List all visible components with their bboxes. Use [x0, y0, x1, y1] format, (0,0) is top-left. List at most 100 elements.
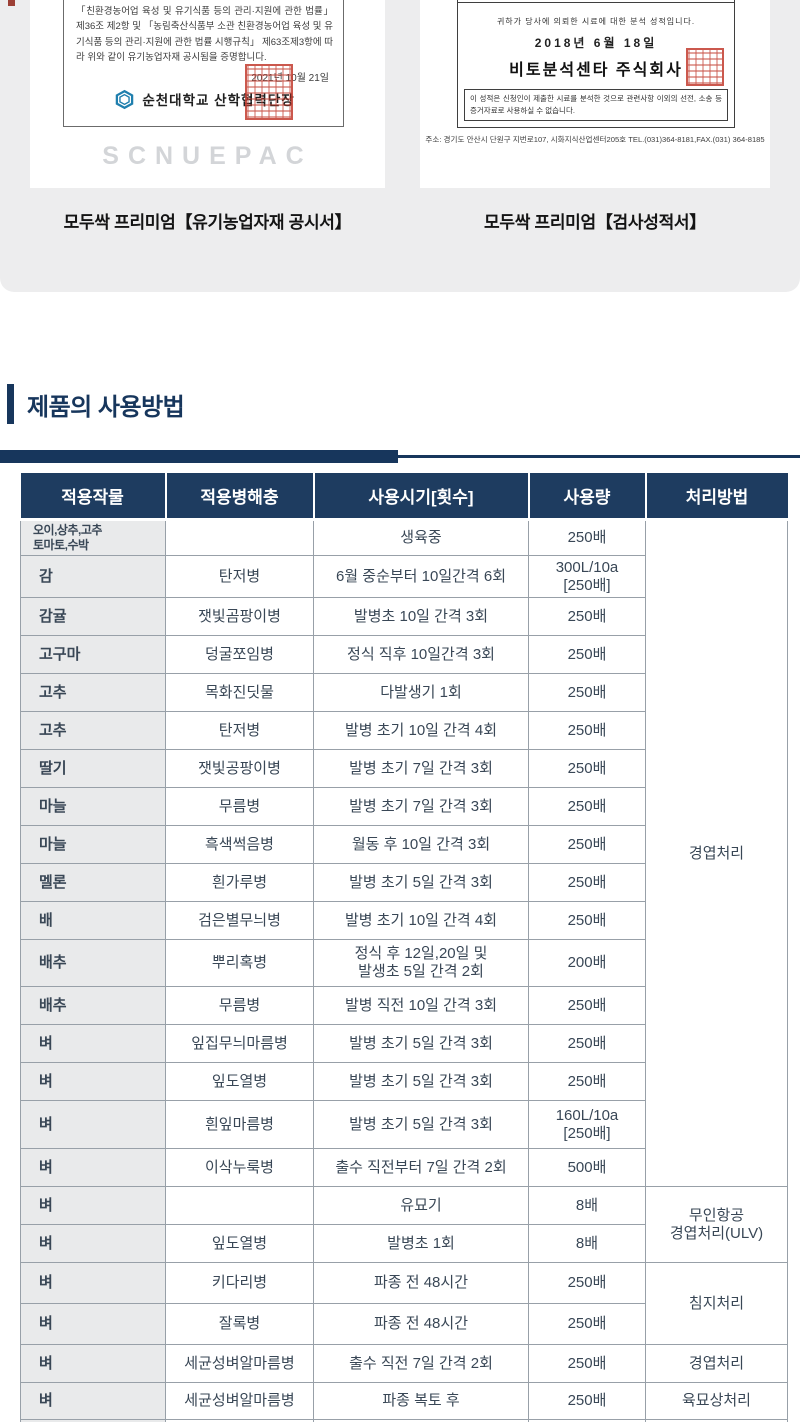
cell-amount: 250배 [528, 597, 646, 636]
header-amount: 사용량 [528, 473, 647, 521]
certificate-date: 2021년 10월 21일 [251, 72, 329, 84]
table-row: 벼 키다리병 파종 전 48시간 250배 침지처리 [20, 1262, 788, 1345]
cell-amount: 250배 [528, 863, 646, 902]
cell-crop: 감귤 [20, 597, 166, 636]
watermark-text: SCNUEPAC [102, 142, 313, 170]
cell-timing: 발병 초기 5일 간격 3회 [313, 863, 529, 902]
cell-pest: 이삭누룩병 [165, 1148, 314, 1187]
table-row: 고추 탄저병 발병 초기 10일 간격 4회 250배 [20, 711, 788, 750]
report-intro-text: 귀하가 당사에 의뢰한 시료에 대한 분석 성적입니다. [496, 17, 696, 26]
table-row: 벼 세균성벼알마름병 파종 복토 후 250배 육묘상처리 [20, 1382, 788, 1420]
table-row: 멜론 흰가루병 발병 초기 5일 간격 3회 250배 [20, 863, 788, 902]
report-date: 2018년 6월 18일 [534, 36, 658, 50]
cell-pest: 덩굴쪼임병 [165, 635, 314, 674]
cell-timing: 파종 복토 후 [313, 1382, 529, 1420]
certificates-panel: 「친환경농어업 육성 및 유기식품 등의 관리·지원에 관한 법률」 제36조 … [0, 0, 800, 292]
cell-crop: 오이,상추,고추 토마토,수박 [20, 519, 166, 556]
section-divider-thick [0, 450, 398, 463]
cell-timing: 파종 전 48시간 [313, 1262, 529, 1304]
table-row: 마늘 흑색썩음병 월동 후 10일 간격 3회 250배 [20, 825, 788, 864]
cell-amount: 8배 [528, 1186, 646, 1225]
cell-pest: 뿌리혹병 [165, 939, 314, 987]
cell-crop: 감 [20, 555, 166, 598]
cell-timing: 발병 초기 5일 간격 3회 [313, 1024, 529, 1063]
cell-pest [165, 1186, 314, 1225]
cell-crop: 벼 [20, 1303, 166, 1345]
cell-crop: 벼 [20, 1382, 166, 1420]
cell-timing: 출수 직전 7일 간격 2회 [313, 1344, 529, 1383]
section-title: 제품의 사용방법 [27, 393, 185, 421]
report-issuer-row: 비토분석센타 주식회사 [458, 48, 734, 86]
cell-amount: 250배 [528, 1382, 646, 1420]
table-row: 벼 흰잎마름병 발병 초기 5일 간격 3회 160L/10a [250배] [20, 1100, 788, 1149]
cell-pest: 무름병 [165, 787, 314, 826]
cell-amount: 250배 [528, 1262, 646, 1304]
table-row: 벼 잎도열병 발병초 1회 8배 [20, 1224, 788, 1263]
cell-timing: 발병 초기 10일 간격 4회 [313, 711, 529, 750]
certificate-legal-text: 「친환경농어업 육성 및 유기식품 등의 관리·지원에 관한 법률」 제36조 … [76, 6, 333, 64]
cell-timing: 6월 중순부터 10일간격 6회 [313, 555, 529, 598]
cell-pest: 잎도열병 [165, 1062, 314, 1101]
cell-crop: 마늘 [20, 825, 166, 864]
cell-timing: 정식 후 12일,20일 및 발생초 5일 간격 2회 [313, 939, 529, 987]
cell-pest [165, 519, 314, 556]
cell-pest: 흑색썩음병 [165, 825, 314, 864]
cell-amount: 250배 [528, 787, 646, 826]
table-row: 벼 잎집무늬마름병 발병 초기 5일 간격 3회 250배 [20, 1024, 788, 1063]
red-seal-stamp-icon [686, 48, 724, 86]
header-method: 처리방법 [645, 473, 788, 521]
cell-amount: 250배 [528, 711, 646, 750]
cropped-red-mark [8, 0, 15, 6]
table-row: 고추 목화진딧물 다발생기 1회 250배 [20, 673, 788, 712]
cell-crop: 배 [20, 901, 166, 940]
cell-timing: 정식 직후 10일간격 3회 [313, 635, 529, 674]
cell-amount: 160L/10a [250배] [528, 1100, 646, 1149]
cell-timing: 출수 직전부터 7일 간격 2회 [313, 1148, 529, 1187]
cell-crop: 딸기 [20, 749, 166, 788]
cell-crop: 고추 [20, 673, 166, 712]
cell-timing: 발병 초기 10일 간격 4회 [313, 901, 529, 940]
table-row: 마늘 무름병 발병 초기 7일 간격 3회 250배 [20, 787, 788, 826]
cell-method: 경엽처리 [645, 519, 788, 1187]
cell-pest: 키다리병 [165, 1262, 314, 1304]
cropped-table-rule [458, 2, 734, 3]
university-logo-icon [116, 89, 134, 109]
cell-timing: 발병초 1회 [313, 1224, 529, 1263]
cell-crop: 벼 [20, 1186, 166, 1225]
cell-amount: 250배 [528, 1344, 646, 1383]
cell-amount: 250배 [528, 1303, 646, 1345]
cell-amount: 250배 [528, 1062, 646, 1101]
cell-pest: 세균성벼알마름병 [165, 1344, 314, 1383]
cell-amount: 500배 [528, 1148, 646, 1187]
cell-timing: 파종 전 48시간 [313, 1303, 529, 1345]
cell-crop: 벼 [20, 1344, 166, 1383]
cell-pest: 잎집무늬마름병 [165, 1024, 314, 1063]
cell-timing: 발병 직전 10일 간격 3회 [313, 986, 529, 1025]
cell-timing: 다발생기 1회 [313, 673, 529, 712]
cell-pest: 흰잎마름병 [165, 1100, 314, 1149]
report-document-body: 귀하가 당사에 의뢰한 시료에 대한 분석 성적입니다. 2018년 6월 18… [457, 0, 735, 128]
cell-pest: 목화진딧물 [165, 673, 314, 712]
cell-crop: 멜론 [20, 863, 166, 902]
certificate-scan-organic-material: 「친환경농어업 육성 및 유기식품 등의 관리·지원에 관한 법률」 제36조 … [30, 0, 385, 188]
cell-timing: 생육중 [313, 519, 529, 556]
cell-crop: 배추 [20, 986, 166, 1025]
cell-amount: 250배 [528, 749, 646, 788]
certificate-issuer-name: 순천대학교 산학협력단장 [142, 93, 295, 108]
cell-amount: 200배 [528, 939, 646, 987]
cell-pest: 잘록병 [165, 1303, 314, 1345]
cell-method [645, 1419, 788, 1422]
table-row: 벼 세균성벼알마름병 출수 직전 7일 간격 2회 250배 경엽처리 [20, 1344, 788, 1383]
table-header-row: 적용작물 적용병해충 사용시기[횟수] 사용량 처리방법 [20, 473, 788, 521]
cell-timing: 월동 후 10일 간격 3회 [313, 825, 529, 864]
cell-pest: 세균성벼알마름병 [165, 1382, 314, 1420]
cell-pest: 잿빛공팡이병 [165, 749, 314, 788]
certificate-issuer-row: 순천대학교 산학협력단장 [76, 89, 333, 110]
cell-method: 침지처리 [645, 1262, 788, 1345]
table-row: 벼 잘록병 파종 전 48시간 250배 [20, 1303, 788, 1345]
cell-crop: 벼 [20, 1062, 166, 1101]
cell-crop: 벼 [20, 1148, 166, 1187]
cell-pest: 잿빛곰팡이병 [165, 597, 314, 636]
section-header: 제품의 사용방법 [0, 384, 185, 424]
